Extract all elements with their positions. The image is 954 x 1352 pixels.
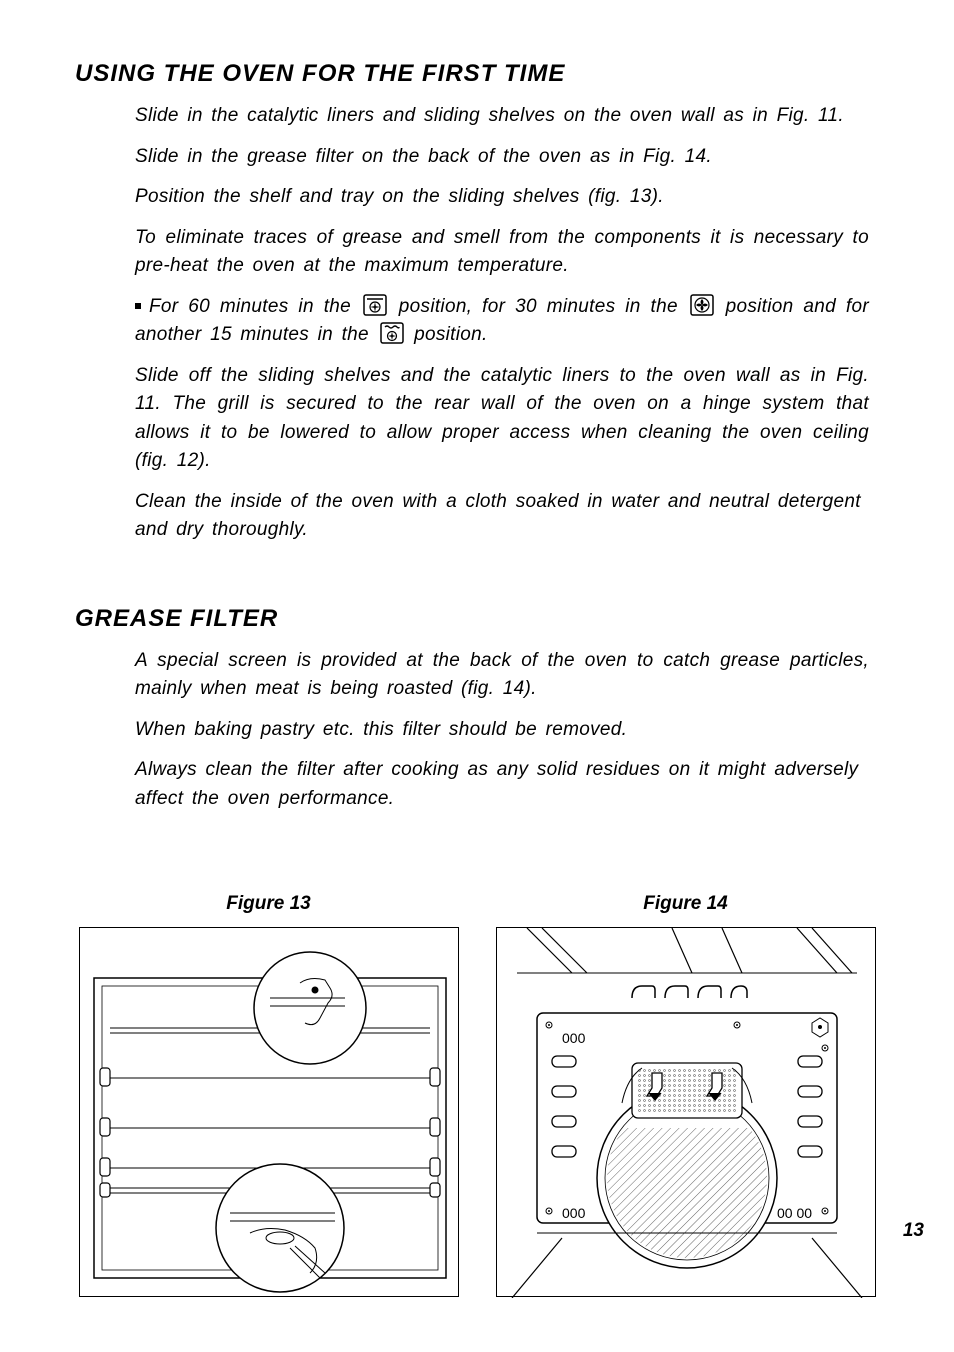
paragraph-modes: For 60 minutes in the position, for 30 m… — [135, 293, 869, 350]
bullet-icon — [135, 303, 141, 309]
paragraph: Slide off the sliding shelves and the ca… — [135, 362, 869, 476]
paragraph: When baking pastry etc. this filter shou… — [135, 716, 869, 745]
figure-14-drawing: 000 000 00 00 — [496, 927, 876, 1297]
text: For 60 minutes in the — [149, 296, 361, 317]
figures-row: Figure 13 — [75, 893, 879, 1297]
figure-13-caption: Figure 13 — [226, 893, 310, 915]
paragraph: To eliminate traces of grease and smell … — [135, 224, 869, 281]
paragraph: Clean the inside of the oven with a clot… — [135, 488, 869, 545]
text: position. — [414, 324, 487, 345]
panel-marking: 000 — [562, 1205, 586, 1221]
figure-14-caption: Figure 14 — [643, 893, 727, 915]
fan-mode-icon — [690, 294, 714, 316]
paragraph: Slide in the grease filter on the back o… — [135, 143, 869, 172]
text: position, for 30 minutes in the — [399, 296, 688, 317]
section-heading-first-use: USING THE OVEN FOR THE FIRST TIME — [75, 60, 879, 88]
figure-14-column: Figure 14 — [492, 893, 879, 1297]
section-heading-grease-filter: GREASE FILTER — [75, 605, 879, 633]
paragraph: Position the shelf and tray on the slidi… — [135, 183, 869, 212]
panel-marking: 00 00 — [777, 1205, 812, 1221]
figure-13-column: Figure 13 — [75, 893, 462, 1297]
page-number: 13 — [903, 1220, 924, 1242]
paragraph: Always clean the filter after cooking as… — [135, 756, 869, 813]
paragraph: A special screen is provided at the back… — [135, 647, 869, 704]
paragraph: Slide in the catalytic liners and slidin… — [135, 102, 869, 131]
figure-13-drawing — [79, 927, 459, 1297]
fan-grill-mode-icon — [363, 294, 387, 316]
panel-marking: 000 — [562, 1030, 586, 1046]
grill-fan-mode-icon — [380, 322, 404, 344]
